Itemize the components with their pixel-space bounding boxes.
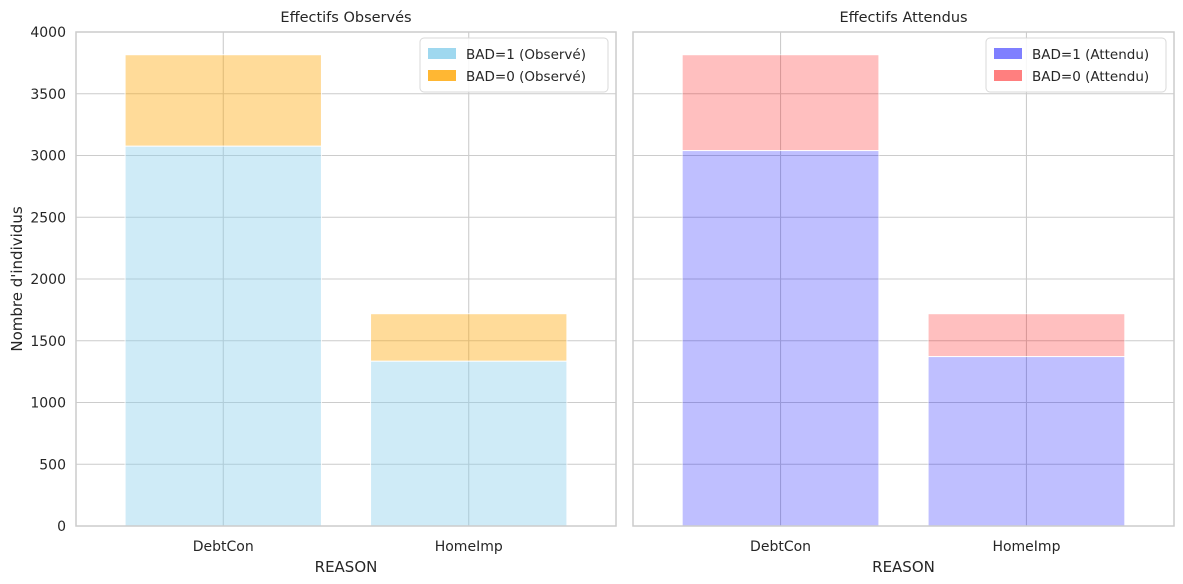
bar-bad0-homeimp [927,313,1126,358]
bar-bad0-debtcon [124,54,322,147]
legend-label: BAD=1 (Attendu) [1032,47,1149,63]
chart-title: Effectifs Observés [280,10,411,26]
chart-title: Effectifs Attendus [839,10,967,26]
chart-panel-2: DebtCon HomeImp Effectifs Attendus REASON BA… [632,10,1175,576]
x-tick-label: DebtCon [750,539,811,555]
bar-bad1-debtcon [681,150,880,527]
y-tick-label: 500 [39,457,66,473]
legend-swatch [428,70,456,81]
x-axis-label: REASON [315,558,378,576]
bar-bad0-debtcon [681,54,880,152]
bar-bad1-homeimp [927,356,1126,527]
legend-swatch [994,70,1022,81]
y-axis-label: Nombre d'individus [8,206,26,351]
legend: BAD=1 (Observé) BAD=0 (Observé) [419,37,609,93]
y-tick-label: 3500 [30,87,66,103]
legend-swatch [994,48,1022,59]
legend-label: BAD=0 (Attendu) [1032,69,1149,85]
x-tick-label: HomeImp [992,539,1060,555]
legend-swatch [428,48,456,59]
x-tick-label: DebtCon [193,539,254,555]
x-axis-label: REASON [872,558,935,576]
x-tick-label: HomeImp [435,539,503,555]
y-tick-label: 3000 [30,149,66,165]
bar-bad1-homeimp [370,360,568,527]
legend-label: BAD=0 (Observé) [466,69,586,85]
legend: BAD=1 (Attendu) BAD=0 (Attendu) [985,37,1167,93]
bar-bad0-homeimp [370,313,568,362]
y-tick-label: 0 [57,519,66,535]
legend-box [419,37,609,93]
bar-bad1-debtcon [124,145,322,527]
y-tick-label: 1500 [30,334,66,350]
y-tick-label: 2500 [30,210,66,226]
chart-panel-1: 0 500 1000 1500 2000 2500 3000 3500 4000 DebtCon H… [8,10,617,576]
legend-label: BAD=1 (Observé) [466,47,586,63]
axes-frame [632,31,1175,527]
y-tick-label: 2000 [30,272,66,288]
y-tick-label: 4000 [30,25,66,41]
y-tick-label: 1000 [30,396,66,412]
legend-box [985,37,1167,93]
axes-frame [75,31,617,527]
